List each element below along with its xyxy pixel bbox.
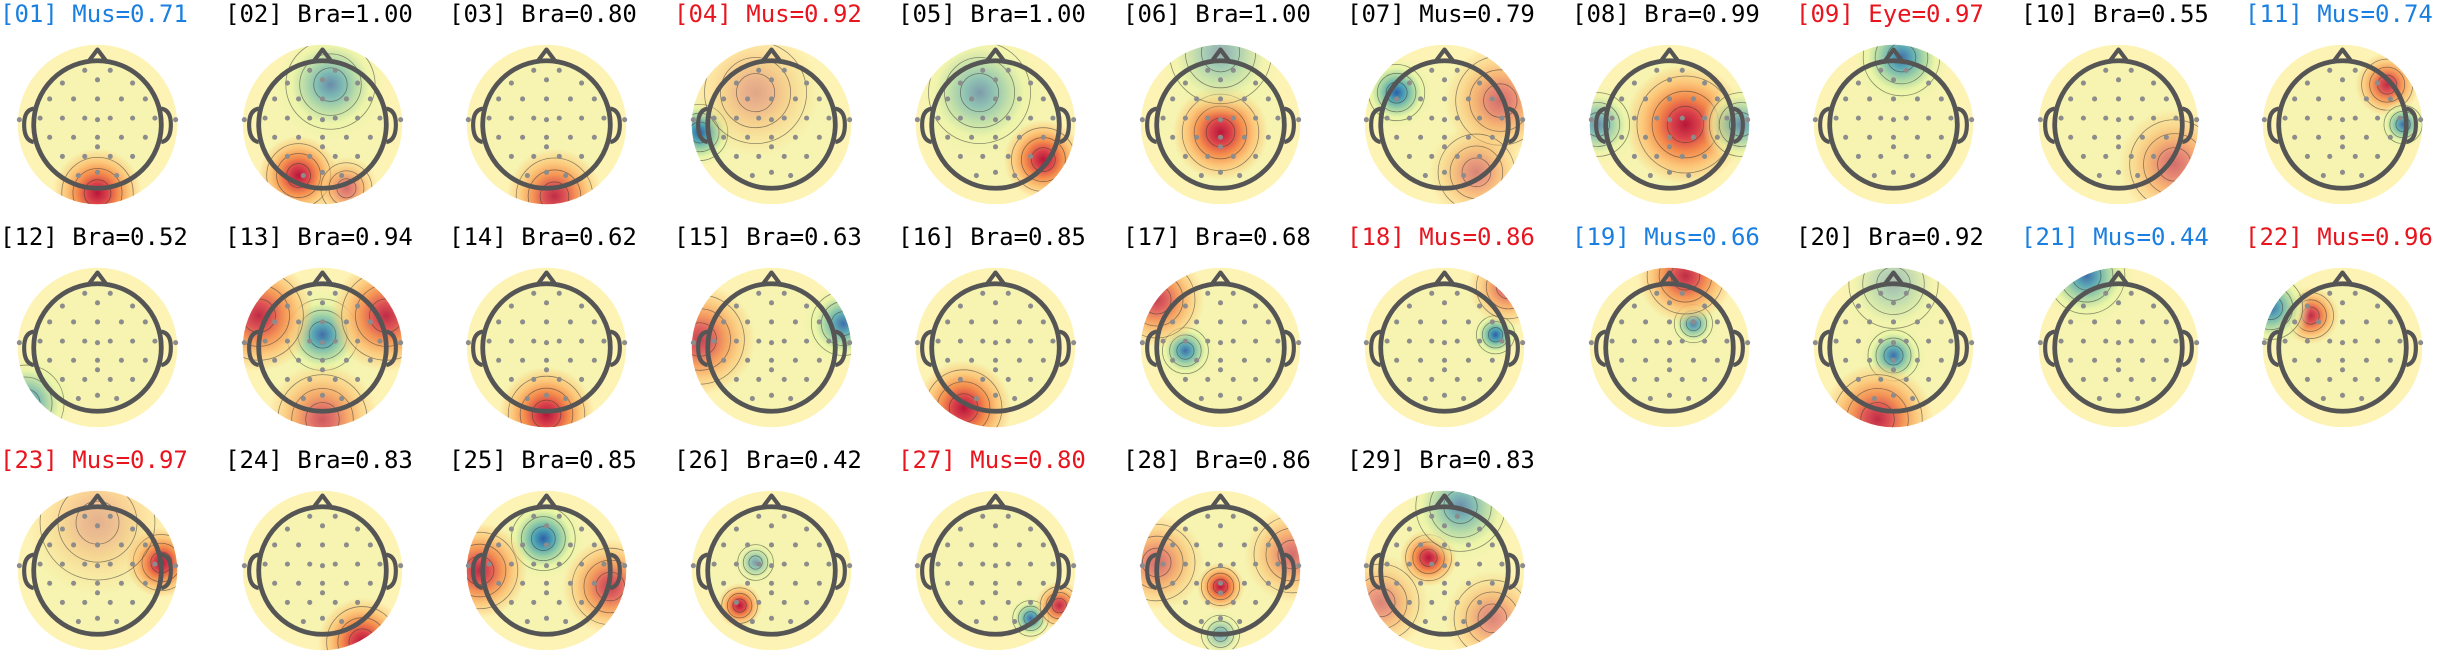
component-cell-17: [17] Bra=0.68: [1123, 223, 1348, 448]
component-cell-02: [02] Bra=1.00: [225, 0, 450, 225]
component-label-08: [08] Bra=0.99: [1572, 0, 1760, 28]
component-cell-26: [26] Bra=0.42: [674, 446, 899, 671]
component-cell-21: [21] Mus=0.44: [2021, 223, 2246, 448]
component-label-23: [23] Mus=0.97: [0, 446, 188, 474]
component-cell-29: [29] Bra=0.83: [1347, 446, 1572, 671]
topomap-icon: [465, 267, 628, 428]
topomap-icon: [914, 490, 1077, 651]
component-label-29: [29] Bra=0.83: [1347, 446, 1535, 474]
component-cell-04: [04] Mus=0.92: [674, 0, 899, 225]
component-cell-10: [10] Bra=0.55: [2021, 0, 2246, 225]
component-cell-06: [06] Bra=1.00: [1123, 0, 1348, 225]
component-label-15: [15] Bra=0.63: [674, 223, 862, 251]
component-cell-16: [16] Bra=0.85: [898, 223, 1123, 448]
component-label-10: [10] Bra=0.55: [2021, 0, 2209, 28]
component-label-20: [20] Bra=0.92: [1796, 223, 1984, 251]
component-cell-18: [18] Mus=0.86: [1347, 223, 1572, 448]
topomap-icon: [1812, 44, 1975, 205]
topomap-icon: [2261, 267, 2424, 428]
topomap-icon: [1812, 267, 1975, 428]
topomap-icon: [2037, 267, 2200, 428]
component-cell-15: [15] Bra=0.63: [674, 223, 899, 448]
component-cell-22: [22] Mus=0.96: [2245, 223, 2438, 448]
topomap-icon: [465, 44, 628, 205]
component-label-17: [17] Bra=0.68: [1123, 223, 1311, 251]
component-cell-24: [24] Bra=0.83: [225, 446, 450, 671]
component-cell-19: [19] Mus=0.66: [1572, 223, 1797, 448]
component-label-24: [24] Bra=0.83: [225, 446, 413, 474]
component-cell-14: [14] Bra=0.62: [449, 223, 674, 448]
component-label-12: [12] Bra=0.52: [0, 223, 188, 251]
component-label-18: [18] Mus=0.86: [1347, 223, 1535, 251]
component-label-02: [02] Bra=1.00: [225, 0, 413, 28]
component-cell-01: [01] Mus=0.71: [0, 0, 225, 225]
component-label-03: [03] Bra=0.80: [449, 0, 637, 28]
component-cell-11: [11] Mus=0.74: [2245, 0, 2438, 225]
component-cell-13: [13] Bra=0.94: [225, 223, 450, 448]
component-label-09: [09] Eye=0.97: [1796, 0, 1984, 28]
topomap-icon: [16, 267, 179, 428]
topomap-icon: [1139, 267, 1302, 428]
topomap-icon: [16, 44, 179, 205]
component-label-19: [19] Mus=0.66: [1572, 223, 1760, 251]
component-label-22: [22] Mus=0.96: [2245, 223, 2433, 251]
component-cell-08: [08] Bra=0.99: [1572, 0, 1797, 225]
topomap-icon: [1588, 44, 1751, 205]
topomap-icon: [1588, 267, 1751, 428]
component-label-05: [05] Bra=1.00: [898, 0, 1086, 28]
component-cell-28: [28] Bra=0.86: [1123, 446, 1348, 671]
component-label-14: [14] Bra=0.62: [449, 223, 637, 251]
topomap-icon: [16, 490, 179, 651]
component-cell-07: [07] Mus=0.79: [1347, 0, 1572, 225]
topomap-icon: [1363, 490, 1526, 651]
component-label-21: [21] Mus=0.44: [2021, 223, 2209, 251]
topomap-icon: [2037, 44, 2200, 205]
component-label-11: [11] Mus=0.74: [2245, 0, 2433, 28]
topomap-icon: [1139, 490, 1302, 651]
topomap-icon: [1363, 267, 1526, 428]
topomap-icon: [690, 267, 853, 428]
component-cell-27: [27] Mus=0.80: [898, 446, 1123, 671]
component-label-26: [26] Bra=0.42: [674, 446, 862, 474]
topomap-icon: [465, 490, 628, 651]
component-cell-05: [05] Bra=1.00: [898, 0, 1123, 225]
topomap-icon: [914, 44, 1077, 205]
topomap-icon: [1139, 44, 1302, 205]
component-cell-03: [03] Bra=0.80: [449, 0, 674, 225]
topomap-icon: [914, 267, 1077, 428]
component-label-01: [01] Mus=0.71: [0, 0, 188, 28]
component-cell-23: [23] Mus=0.97: [0, 446, 225, 671]
topomap-icon: [241, 490, 404, 651]
topomap-icon: [690, 44, 853, 205]
topomap-icon: [1363, 44, 1526, 205]
component-label-06: [06] Bra=1.00: [1123, 0, 1311, 28]
topomap-icon: [241, 44, 404, 205]
topomap-icon: [690, 490, 853, 651]
component-cell-25: [25] Bra=0.85: [449, 446, 674, 671]
component-label-16: [16] Bra=0.85: [898, 223, 1086, 251]
component-label-27: [27] Mus=0.80: [898, 446, 1086, 474]
topomap-icon: [241, 267, 404, 428]
component-label-28: [28] Bra=0.86: [1123, 446, 1311, 474]
component-cell-09: [09] Eye=0.97: [1796, 0, 2021, 225]
topomap-icon: [2261, 44, 2424, 205]
component-label-25: [25] Bra=0.85: [449, 446, 637, 474]
component-label-04: [04] Mus=0.92: [674, 0, 862, 28]
component-label-07: [07] Mus=0.79: [1347, 0, 1535, 28]
component-cell-20: [20] Bra=0.92: [1796, 223, 2021, 448]
component-cell-12: [12] Bra=0.52: [0, 223, 225, 448]
component-label-13: [13] Bra=0.94: [225, 223, 413, 251]
